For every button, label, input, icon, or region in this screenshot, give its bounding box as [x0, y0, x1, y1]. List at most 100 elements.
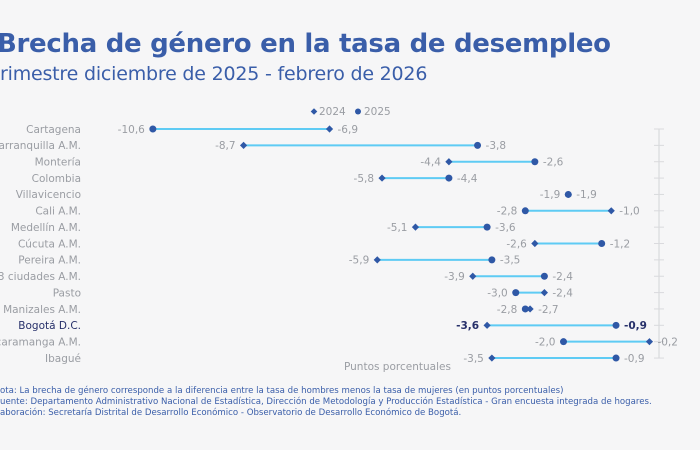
category-label: Pasto	[53, 287, 81, 299]
value-label-right: -4,4	[457, 173, 478, 185]
value-label-left: -3,9	[444, 271, 465, 283]
category-label: 3 ciudades A.M.	[0, 271, 81, 283]
point-2025	[560, 338, 567, 346]
point-2024	[411, 223, 420, 231]
value-label-right: -6,9	[338, 124, 359, 136]
value-label-left: -2,6	[506, 238, 527, 250]
point-2024	[325, 125, 334, 133]
point-2025	[564, 190, 572, 198]
value-label-left: -5,8	[354, 173, 375, 185]
footnote-fuente: uente: Departamento Administrativo Nacio…	[0, 397, 652, 408]
value-label-left: -10,6	[118, 124, 145, 136]
value-label-left: -2,0	[535, 336, 556, 348]
value-label-left: -3,5	[463, 353, 484, 365]
value-label-left: -1,9	[540, 189, 561, 201]
value-label-right: -2,4	[552, 271, 573, 283]
chart-rows: Cartagena -10,6 -6,9 arranquilla A.M. -8,7 -3…	[0, 124, 678, 365]
footnotes: ota: La brecha de género corresponde a l…	[0, 386, 652, 420]
chart-row: Pasto -3,0 -2,4	[53, 287, 574, 299]
category-label: Medellín A.M.	[11, 222, 81, 234]
point-2025	[488, 256, 496, 264]
value-label-right: -0,9	[624, 320, 647, 332]
legend-marker-2024	[310, 108, 318, 115]
chart-row: Ibagué -3,5 -0,9	[45, 353, 645, 365]
point-2024	[531, 239, 539, 248]
value-label-right: -0,2	[657, 336, 678, 348]
chart-row: Cartagena -10,6 -6,9	[26, 124, 358, 136]
point-2025	[445, 174, 453, 182]
value-label-left: -2,8	[497, 304, 518, 316]
legend: 2024 2025	[310, 106, 391, 118]
point-2024	[607, 207, 615, 215]
point-2025	[540, 272, 548, 280]
chart-row: Montería -4,4 -2,6	[35, 157, 564, 169]
value-label-left: -5,9	[349, 255, 370, 267]
point-2024	[445, 158, 453, 166]
point-2024	[469, 272, 477, 280]
point-2024	[483, 321, 491, 329]
point-2025	[149, 125, 157, 133]
chart-row: Cúcuta A.M. -2,6 -1,2	[18, 238, 630, 250]
value-label-left: -5,1	[387, 222, 408, 234]
category-label: arranquilla A.M.	[0, 140, 81, 152]
point-2025	[483, 223, 491, 231]
value-label-right: -0,9	[624, 353, 645, 365]
x-axis-title: Puntos porcentuales	[344, 361, 451, 373]
value-label-right: -3,5	[500, 255, 521, 267]
value-label-right: -1,0	[619, 206, 640, 218]
point-2025	[531, 158, 539, 166]
chart-row: arranquilla A.M. -8,7 -3,8	[0, 140, 506, 152]
value-label-right: -3,8	[486, 140, 507, 152]
chart-row: Pereira A.M. -5,9 -3,5	[18, 255, 520, 267]
point-2024	[378, 174, 386, 182]
chart-subtitle: rimestre diciembre de 2025 - febrero de …	[0, 63, 428, 85]
value-label-left: -3,6	[456, 320, 479, 332]
footnote-nota: ota: La brecha de género corresponde a l…	[0, 386, 564, 396]
point-2024	[540, 289, 548, 297]
value-label-right: -1,9	[576, 189, 597, 201]
point-2024	[526, 305, 534, 313]
value-label-left: -4,4	[420, 157, 441, 169]
value-label-left: -3,0	[487, 287, 508, 299]
point-2024	[488, 354, 496, 362]
point-2025	[612, 354, 620, 362]
value-label-right: -1,2	[610, 238, 631, 250]
category-label: Cúcuta A.M.	[18, 238, 81, 250]
category-label: Montería	[35, 157, 81, 169]
value-label-right: -2,6	[543, 157, 564, 169]
chart-row: Manizales A.M. -2,8 -2,7	[3, 304, 559, 316]
category-label: Colombia	[32, 173, 81, 185]
chart-row: caramanga A.M. -2,0 -0,2	[0, 336, 678, 348]
point-2025	[521, 305, 529, 313]
point-2025	[474, 141, 482, 149]
value-label-left: -2,8	[497, 206, 518, 218]
value-label-right: -3,6	[495, 222, 516, 234]
category-label: Manizales A.M.	[3, 304, 81, 316]
chart-row: 3 ciudades A.M. -3,9 -2,4	[0, 271, 573, 283]
footnote-elaboracion: aboración: Secretaría Distrital de Desar…	[0, 408, 462, 419]
chart-row: Cali A.M. -2,8 -1,0	[35, 206, 639, 218]
category-label: Cali A.M.	[35, 206, 81, 218]
category-label: caramanga A.M.	[0, 336, 81, 348]
point-2025	[612, 321, 620, 329]
point-2025	[598, 240, 606, 248]
category-label: Villavicencio	[16, 189, 81, 201]
category-label: Pereira A.M.	[18, 255, 81, 267]
chart-title: Brecha de género en la tasa de desempleo	[0, 29, 611, 59]
point-2025	[521, 207, 529, 215]
category-label: Ibagué	[45, 353, 81, 365]
value-label-right: -2,7	[538, 304, 559, 316]
legend-label-2025: 2025	[364, 106, 391, 118]
value-label-right: -2,4	[552, 287, 573, 299]
chart-row: Medellín A.M. -5,1 -3,6	[11, 222, 516, 234]
point-2025	[512, 289, 520, 297]
chart-row: Colombia -5,8 -4,4	[32, 173, 478, 185]
value-label-left: -8,7	[215, 140, 236, 152]
category-label: Cartagena	[26, 124, 81, 136]
point-2024	[373, 256, 381, 264]
zero-axis	[654, 128, 664, 359]
legend-marker-2025	[355, 108, 361, 115]
chart-row: Villavicencio -1,9 -1,9	[16, 189, 597, 201]
point-2024	[239, 141, 248, 149]
